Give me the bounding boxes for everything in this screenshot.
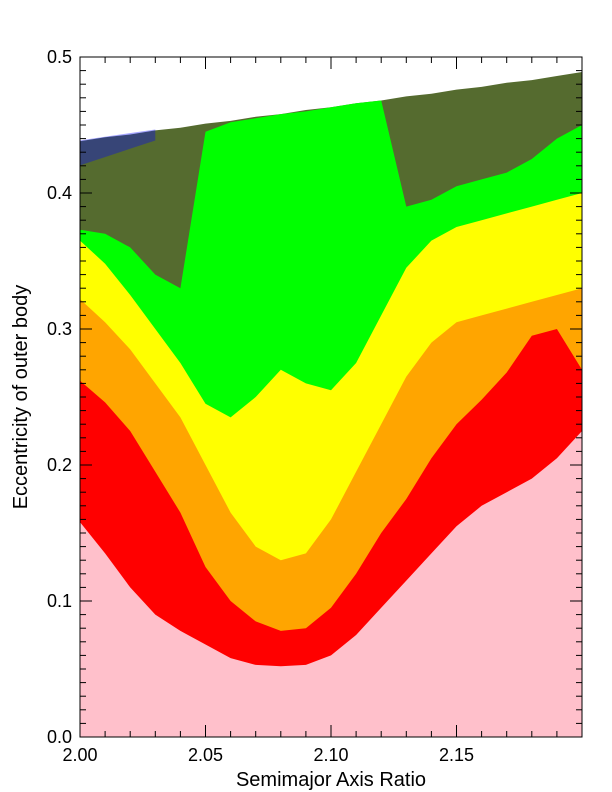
x-tick-label: 2.10 xyxy=(313,745,348,765)
heatmap-regions xyxy=(80,72,582,737)
y-tick-label: 0.1 xyxy=(47,591,72,611)
y-tick-label: 0.2 xyxy=(47,455,72,475)
x-tick-label: 2.00 xyxy=(62,745,97,765)
x-tick-labels: 2.00 2.05 2.10 2.15 xyxy=(62,745,474,765)
region-pink xyxy=(80,431,582,737)
axis-ticks xyxy=(79,56,583,738)
x-tick-label: 2.15 xyxy=(439,745,474,765)
x-tick-label: 2.05 xyxy=(188,745,223,765)
x-axis-title: Semimajor Axis Ratio xyxy=(236,769,426,791)
y-tick-label: 0.3 xyxy=(47,319,72,339)
y-tick-label: 0.4 xyxy=(47,183,72,203)
y-tick-label: 0.0 xyxy=(47,727,72,747)
y-tick-labels: 0.0 0.1 0.2 0.3 0.4 0.5 xyxy=(47,47,72,747)
region-blue xyxy=(80,129,156,166)
y-axis-title: Eccentricity of outer body xyxy=(10,285,32,510)
y-tick-label: 0.5 xyxy=(47,47,72,67)
